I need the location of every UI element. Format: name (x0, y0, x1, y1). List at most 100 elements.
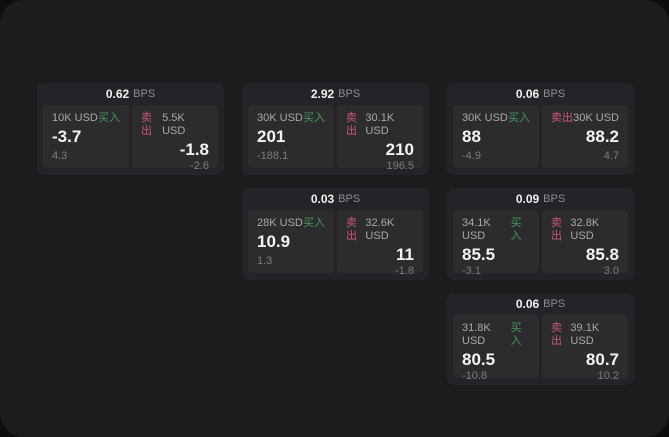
quote-panels: 10K USD 买入 -3.7 4.3 卖出 5.5K USD -1.8 -2.… (43, 105, 218, 172)
spread-value: 0.03 (310, 192, 335, 206)
sell-delta: 10.2 (597, 370, 619, 382)
sell-tag: 卖出 (551, 112, 573, 124)
buy-tag: 买入 (510, 217, 522, 242)
quote-card: 0.09 BPS 34.1K USD 买入 85.5 -3.1 卖出 32.8K… (447, 188, 634, 280)
sell-delta: -1.8 (395, 265, 414, 277)
sell-panel-top: 卖出 32.6K USD (346, 217, 414, 243)
buy-tag: 买入 (510, 322, 522, 347)
sell-panel[interactable]: 卖出 30K USD 88.2 4.7 (542, 105, 628, 168)
sell-panel-top: 卖出 39.1K USD (551, 322, 619, 348)
spread-value: 0.09 (515, 192, 540, 206)
sell-panel[interactable]: 卖出 5.5K USD -1.8 -2.6 (132, 105, 218, 172)
sell-price: -1.8 (179, 140, 209, 159)
buy-panel-top: 30K USD 买入 (257, 112, 325, 125)
quote-card: 0.06 BPS 31.8K USD 买入 80.5 -10.8 卖出 39.1… (447, 293, 634, 385)
sell-tag: 卖出 (551, 217, 562, 242)
spread-value: 0.06 (515, 297, 540, 311)
sell-tag: 卖出 (346, 112, 357, 137)
quote-card: 0.06 BPS 30K USD 买入 88 -4.9 卖出 30K USD 8… (447, 83, 634, 175)
spread-header: 0.06 BPS (447, 293, 634, 315)
sell-price: 88.2 (585, 127, 619, 146)
buy-size-label: 31.8K USD (462, 322, 491, 347)
buy-delta: -4.9 (462, 150, 481, 162)
sell-panel-top: 卖出 32.8K USD (551, 217, 619, 243)
quote-panels: 30K USD 买入 88 -4.9 卖出 30K USD 88.2 4.7 (453, 105, 628, 168)
quote-panels: 31.8K USD 买入 80.5 -10.8 卖出 39.1K USD 80.… (453, 315, 628, 382)
spread-value: 0.62 (105, 87, 130, 101)
buy-panel[interactable]: 30K USD 买入 88 -4.9 (453, 105, 539, 168)
sell-delta: 196.5 (386, 160, 414, 172)
bps-unit-label: BPS (543, 193, 566, 205)
buy-panel[interactable]: 34.1K USD 买入 85.5 -3.1 (453, 210, 539, 277)
quote-panels: 34.1K USD 买入 85.5 -3.1 卖出 32.8K USD 85.8… (453, 210, 628, 277)
buy-panel-top: 34.1K USD 买入 (462, 217, 530, 243)
buy-size-label: 34.1K USD (462, 217, 491, 242)
sell-panel-top: 卖出 30.1K USD (346, 112, 414, 138)
buy-tag: 买入 (303, 217, 325, 229)
spread-header: 2.92 BPS (242, 83, 429, 105)
quote-panels: 30K USD 买入 201 -188.1 卖出 30.1K USD 210 1… (248, 105, 423, 172)
buy-size-label: 10K USD (52, 112, 98, 124)
spread-value: 2.92 (310, 87, 335, 101)
buy-panel[interactable]: 28K USD 买入 10.9 1.3 (248, 210, 334, 273)
bps-unit-label: BPS (543, 298, 566, 310)
buy-price: 80.5 (462, 350, 496, 369)
sell-panel[interactable]: 卖出 39.1K USD 80.7 10.2 (542, 315, 628, 382)
sell-delta: 3.0 (603, 265, 619, 277)
sell-panel-top: 卖出 5.5K USD (141, 112, 209, 138)
buy-tag: 买入 (508, 112, 530, 124)
buy-tag: 买入 (98, 112, 120, 124)
quote-panels: 28K USD 买入 10.9 1.3 卖出 32.6K USD 11 -1.8 (248, 210, 423, 277)
spread-header: 0.09 BPS (447, 188, 634, 210)
sell-tag: 卖出 (551, 322, 562, 347)
quote-card: 0.03 BPS 28K USD 买入 10.9 1.3 卖出 32.6K US… (242, 188, 429, 280)
sell-panel[interactable]: 卖出 30.1K USD 210 196.5 (337, 105, 423, 172)
sell-tag: 卖出 (141, 112, 152, 137)
sell-panel-top: 卖出 30K USD (551, 112, 619, 125)
buy-panel[interactable]: 10K USD 买入 -3.7 4.3 (43, 105, 129, 168)
bps-unit-label: BPS (133, 88, 156, 100)
spread-header: 0.03 BPS (242, 188, 429, 210)
sell-size-label: 5.5K USD (162, 112, 186, 137)
buy-panel-top: 30K USD 买入 (462, 112, 530, 125)
spread-value: 0.06 (515, 87, 540, 101)
spread-header: 0.06 BPS (447, 83, 634, 105)
buy-delta: -10.8 (462, 370, 488, 382)
sell-size-label: 30.1K USD (365, 112, 395, 137)
buy-price: 85.5 (462, 245, 496, 264)
sell-delta: -2.6 (190, 160, 209, 172)
sell-size-label: 32.6K USD (365, 217, 395, 242)
quote-card: 0.62 BPS 10K USD 买入 -3.7 4.3 卖出 5.5K USD… (37, 83, 224, 175)
buy-tag: 买入 (303, 112, 325, 124)
buy-panel[interactable]: 30K USD 买入 201 -188.1 (248, 105, 334, 168)
sell-price: 80.7 (585, 350, 619, 369)
buy-size-label: 28K USD (257, 217, 303, 229)
bps-unit-label: BPS (338, 88, 361, 100)
buy-price: 201 (257, 127, 286, 146)
buy-price: 88 (462, 127, 481, 146)
buy-panel-top: 10K USD 买入 (52, 112, 120, 125)
buy-panel-top: 31.8K USD 买入 (462, 322, 530, 348)
buy-size-label: 30K USD (257, 112, 303, 124)
spread-header: 0.62 BPS (37, 83, 224, 105)
buy-delta: 4.3 (52, 150, 68, 162)
buy-delta: 1.3 (257, 255, 273, 267)
buy-price: 10.9 (257, 232, 291, 251)
sell-delta: 4.7 (603, 150, 619, 162)
buy-delta: -3.1 (462, 265, 481, 277)
sell-price: 210 (385, 140, 414, 159)
buy-panel-top: 28K USD 买入 (257, 217, 325, 230)
sell-tag: 卖出 (346, 217, 357, 242)
sell-size-label: 30K USD (573, 112, 619, 124)
sell-panel[interactable]: 卖出 32.8K USD 85.8 3.0 (542, 210, 628, 277)
sell-size-label: 32.8K USD (570, 217, 600, 242)
buy-size-label: 30K USD (462, 112, 508, 124)
buy-delta: -188.1 (257, 150, 289, 162)
sell-price: 85.8 (585, 245, 619, 264)
sell-panel[interactable]: 卖出 32.6K USD 11 -1.8 (337, 210, 423, 277)
buy-panel[interactable]: 31.8K USD 买入 80.5 -10.8 (453, 315, 539, 382)
quote-card: 2.92 BPS 30K USD 买入 201 -188.1 卖出 30.1K … (242, 83, 429, 175)
buy-price: -3.7 (52, 127, 82, 146)
sell-size-label: 39.1K USD (570, 322, 600, 347)
